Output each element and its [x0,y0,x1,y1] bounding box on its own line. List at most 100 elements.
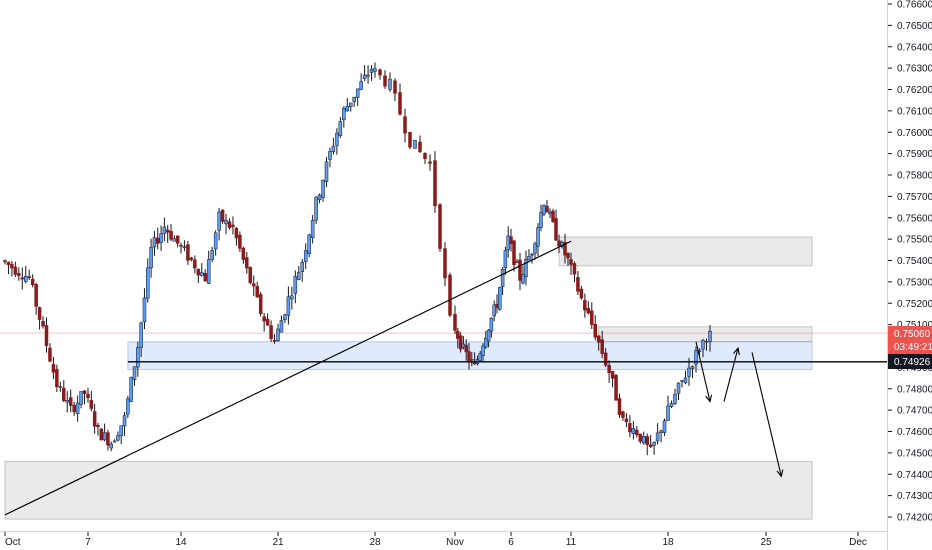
candle-body-down [99,428,104,441]
candle-body-down [648,444,653,447]
candle-body-up [300,261,304,272]
drawings-layer [4,240,888,516]
candle-body-down [398,92,402,115]
candle [542,204,546,216]
candle [279,315,284,333]
candle [569,252,573,275]
candle-body-down [106,432,110,446]
candle-body-down [37,307,42,320]
candle [388,72,392,93]
price-axis[interactable]: 0.76600 0.76500 0.76400 0.76300 0.76200 0.761… [888,0,932,524]
candle-body-down [428,161,432,164]
candle [149,238,153,278]
candle [175,235,180,248]
candle [345,98,350,112]
candle-body-up [521,274,525,284]
candle-body-up [126,398,130,415]
candle [458,332,463,353]
candle [518,252,522,291]
candle-body-up [652,441,656,446]
candle [41,316,45,329]
candle-body-down [89,400,94,409]
y-tick-label: 0.74300 [897,491,932,502]
x-tick-label: 14 [175,537,187,548]
candle [206,250,211,284]
candle-body-up [139,322,143,348]
arrow-shaft [695,341,711,402]
candle [456,327,460,349]
candle [196,268,201,284]
x-tick-label: 7 [85,537,91,548]
arrow-head [733,346,740,356]
arrow-head [776,469,784,478]
candle-body-up [116,435,120,441]
candle-body-down [6,261,11,265]
candle-body-down [512,240,516,265]
candle [590,302,594,330]
candle [349,102,353,112]
upper-supply-zone [558,236,813,267]
candle-body-down [41,321,45,327]
candle-body-up [79,391,83,405]
y-tick-label: 0.74700 [897,406,932,417]
candle [669,400,674,409]
candle-body-down [603,352,608,366]
x-tick-label: 28 [369,537,381,548]
candle [554,209,558,241]
candle [680,380,684,388]
projection-arrow [751,352,784,478]
time-axis[interactable]: Oct 7 14 21 28 Nov 6 11 18 25 Dec [4,532,867,548]
candle-body-down [92,411,97,427]
candle-body-up [210,250,214,260]
candle [503,246,508,275]
candle-body-up [461,343,466,348]
candle-body-up [206,259,211,284]
candle-body-up [373,68,377,72]
candle-body-up [352,96,356,102]
candle-body-up [683,377,688,384]
candle [352,96,356,107]
candle-body-up [355,88,360,98]
candle [512,239,516,272]
candle-body-down [179,244,183,247]
candle-body-down [227,221,232,228]
candle-body-up [498,287,502,310]
candle [563,233,567,264]
candle-body-up [527,256,531,260]
y-tick-label: 0.74500 [897,448,932,459]
candle [307,233,311,258]
y-tick-label: 0.76200 [897,85,932,96]
candle-body-up [152,237,157,248]
candle [99,428,104,441]
candle-body-down [245,257,249,269]
candle-body-down [600,339,604,354]
candle-body-up [276,328,280,342]
candle-body-up [524,259,528,278]
candle [79,391,83,409]
candle [687,357,691,386]
y-tick-label: 0.75100 [897,320,932,331]
candle-body-down [34,284,38,307]
candle [673,388,677,406]
candle [536,223,540,256]
candle-body-up [631,428,636,434]
candle-body-up [283,314,287,320]
y-tick-label: 0.76300 [897,64,932,75]
x-tick-label: Oct [5,537,21,548]
candle [75,395,80,422]
candle [27,269,31,280]
candle [515,258,519,263]
candle-body-up [317,194,322,201]
candle-body-up [279,320,284,333]
candle-body-down [10,263,14,269]
candle-body-up [701,340,705,350]
candle [470,351,474,367]
candle [172,235,177,242]
x-tick-label: 25 [760,537,772,548]
candle-body-down [645,436,649,445]
candle-body-down [403,116,407,134]
candle [234,226,239,246]
candle-body-down [186,244,190,261]
candle [203,269,207,282]
